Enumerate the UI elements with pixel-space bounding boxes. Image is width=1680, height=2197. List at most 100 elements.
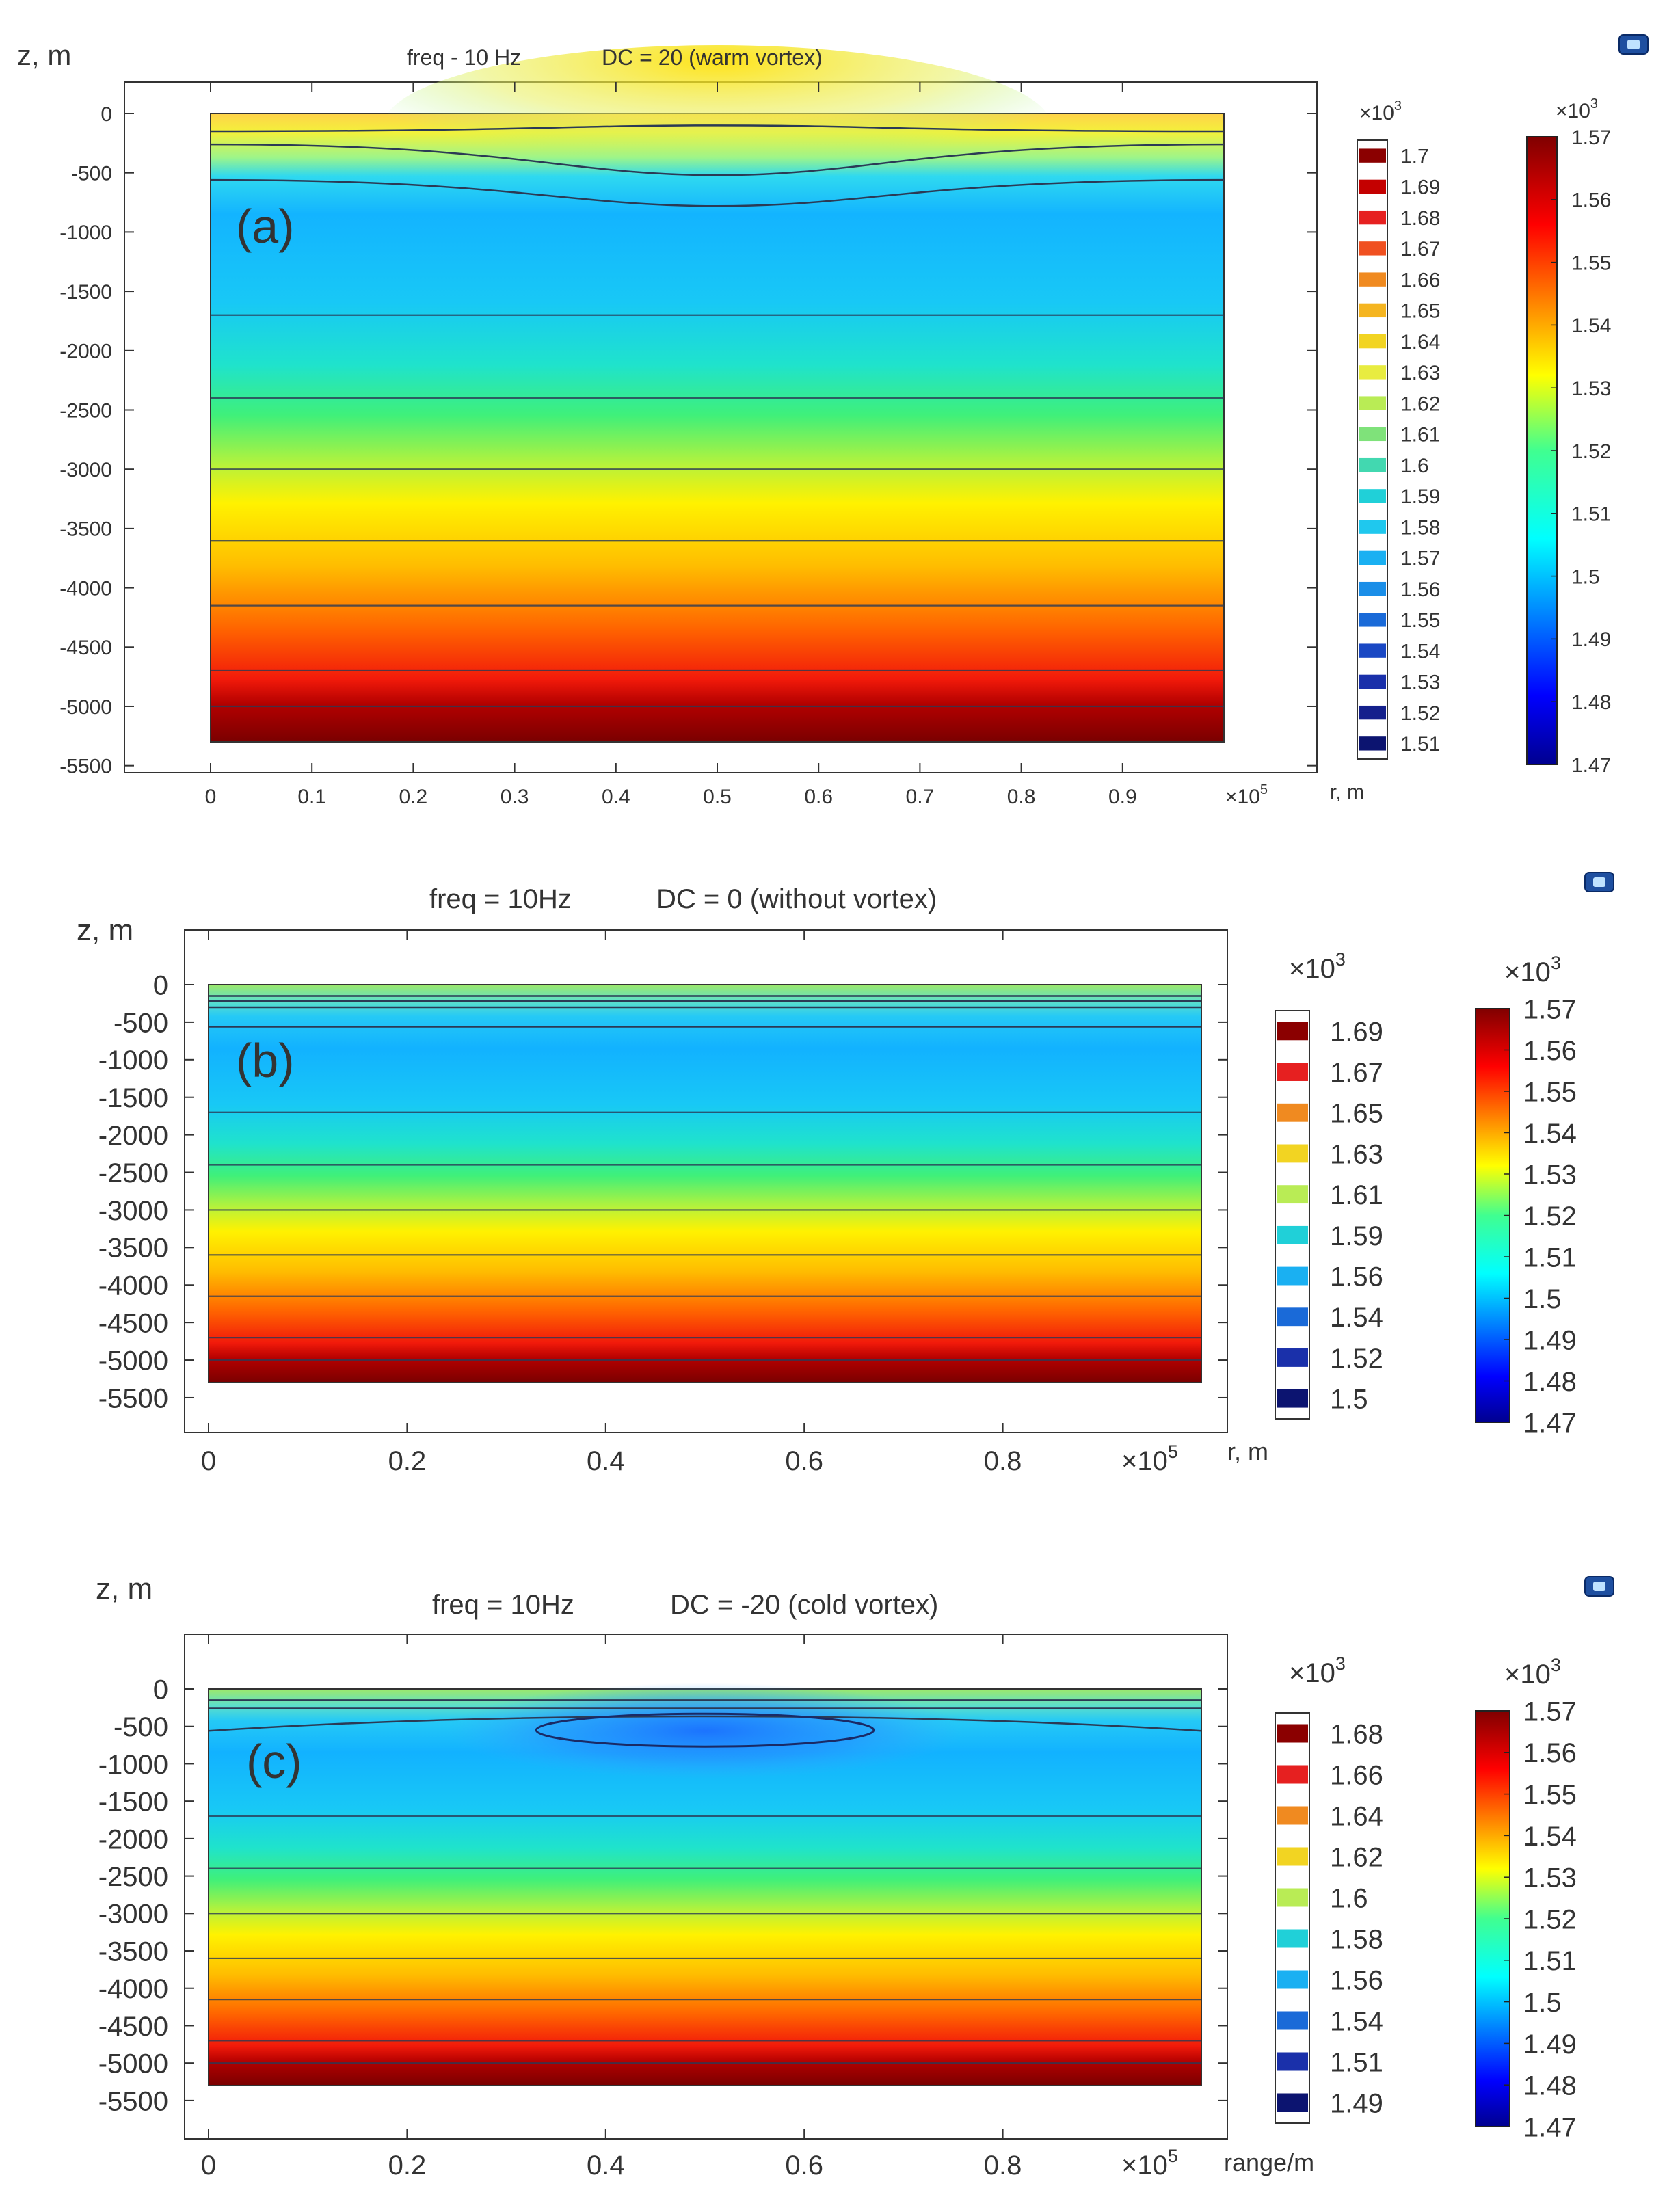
chart-title-dc: DC = 0 (without vortex) — [656, 884, 937, 914]
colorbar-label: 1.51 — [1571, 503, 1611, 526]
contour-legend-label: 1.62 — [1330, 1842, 1383, 1872]
contour-legend-label: 1.54 — [1400, 640, 1440, 663]
colorbar-label: 1.54 — [1571, 315, 1611, 337]
colorbar: ×103 1.57 1.56 1.55 1.54 1.53 1.52 1.51 1.5 1.49 1… — [1475, 953, 1577, 1438]
contour-legend-swatch — [1359, 736, 1386, 751]
contour-legend-exponent: ×103 — [1359, 98, 1402, 124]
x-tick-label: 0.4 — [602, 786, 630, 808]
contour-legend-label: 1.59 — [1400, 485, 1440, 508]
y-tick-label: -3500 — [98, 1936, 168, 1967]
contour-legend-swatch — [1277, 1724, 1308, 1743]
colorbar-label: 1.49 — [1523, 1325, 1577, 1355]
chart-title-dc: DC = -20 (cold vortex) — [670, 1590, 938, 1620]
contour-legend-label: 1.68 — [1400, 207, 1440, 230]
contour-legend-label: 1.55 — [1400, 609, 1440, 632]
contour-legend-label: 1.6 — [1330, 1883, 1368, 1913]
x-axis-label: range/m — [1224, 2148, 1314, 2176]
contour-legend-swatch — [1277, 1266, 1308, 1286]
contour-legend-swatch — [1277, 1103, 1308, 1122]
x-tick-label: 0.5 — [703, 786, 732, 808]
x-scale-factor: ×105 — [1121, 2146, 1178, 2181]
y-tick-label: 0 — [101, 103, 112, 126]
x-tick-label: 0.2 — [388, 2151, 427, 2181]
chart-title-frequency: freq = 10Hz — [432, 1590, 574, 1620]
contour-legend-label: 1.62 — [1400, 392, 1440, 415]
contour-legend: ×103 1.68 1.66 1.64 1.62 1.6 1.58 1.56 1.54 1.51 1… — [1275, 1653, 1383, 2124]
colorbar-label: 1.55 — [1523, 1780, 1577, 1810]
colorbar-label: 1.57 — [1523, 1696, 1577, 1727]
contour-legend-swatch — [1277, 1063, 1308, 1081]
contour-legend-swatch — [1359, 365, 1386, 380]
contour-legend-swatch — [1277, 1185, 1308, 1204]
contour-legend-label: 1.69 — [1330, 1017, 1383, 1047]
y-tick-label: -1000 — [98, 1750, 168, 1780]
contour-legend-swatch — [1277, 1970, 1308, 1989]
contour-legend-swatch — [1359, 520, 1386, 534]
colorbar-label: 1.54 — [1523, 1119, 1577, 1149]
y-tick-label: -1500 — [59, 281, 112, 304]
contour-legend-label: 1.56 — [1400, 578, 1440, 601]
y-tick-label: -1000 — [59, 222, 112, 244]
colorbar-label: 1.56 — [1523, 1036, 1577, 1066]
comsol-logo-icon — [1618, 34, 1649, 55]
contour-line — [535, 1712, 875, 1748]
colorbar-label: 1.48 — [1571, 691, 1611, 714]
comsol-logo-icon — [1584, 1576, 1614, 1597]
colorbar-exponent: ×103 — [1556, 96, 1598, 122]
contour-legend-swatch — [1359, 148, 1386, 163]
y-tick-label: 0 — [153, 970, 168, 1000]
colorbar-label: 1.52 — [1571, 440, 1611, 463]
x-tick-label: 0.8 — [984, 2151, 1022, 2181]
y-tick-label: -5000 — [59, 696, 112, 719]
contour-legend-swatch — [1277, 1225, 1308, 1244]
contour-legend-swatch — [1359, 427, 1386, 442]
contour-legend-label: 1.57 — [1400, 548, 1440, 570]
contour-line — [210, 143, 1225, 176]
colorbar-label: 1.48 — [1523, 1367, 1577, 1397]
contour-legend-swatch — [1277, 2011, 1308, 2030]
contour-legend-label: 1.58 — [1330, 1924, 1383, 1954]
colorbar-label: 1.5 — [1523, 1988, 1562, 2018]
chart-title-frequency: freq - 10 Hz — [407, 45, 521, 70]
colorbar-label: 1.54 — [1523, 1822, 1577, 1852]
x-tick-label: 0.6 — [804, 786, 833, 808]
y-tick-label: -5500 — [59, 755, 112, 777]
contour-legend-label: 1.58 — [1400, 516, 1440, 539]
contour-legend-swatch — [1277, 1348, 1308, 1367]
contour-legend-label: 1.65 — [1400, 300, 1440, 323]
y-tick-label: -4500 — [98, 1309, 168, 1339]
y-tick-label: -500 — [114, 1712, 168, 1742]
y-tick-label: -2000 — [98, 1824, 168, 1854]
contour-legend-swatch — [1359, 550, 1386, 565]
contour-legend-label: 1.56 — [1330, 1965, 1383, 1995]
warm-vortex-region — [382, 45, 1052, 209]
colorbar-label: 1.55 — [1571, 252, 1611, 274]
contour-line — [210, 124, 1225, 133]
contour-legend-swatch — [1277, 1144, 1308, 1163]
x-tick-label: 0.8 — [1007, 786, 1036, 808]
panel-label: (b) — [236, 1034, 295, 1087]
contour-legend-label: 1.63 — [1400, 362, 1440, 384]
y-tick-label: -2000 — [59, 341, 112, 363]
y-tick-label: -3500 — [59, 518, 112, 541]
contour-legend-swatch — [1277, 2093, 1308, 2112]
contour-legend-label: 1.66 — [1330, 1760, 1383, 1790]
y-tick-label: -5000 — [98, 1346, 168, 1376]
colorbar-label: 1.48 — [1523, 2071, 1577, 2101]
y-tick-label: -3500 — [98, 1234, 168, 1264]
y-tick-label: 0 — [153, 1675, 168, 1705]
x-tick-label: 0.9 — [1108, 786, 1137, 808]
x-tick-label: 0.7 — [906, 786, 935, 808]
contour-legend-swatch — [1359, 705, 1386, 720]
chart-title-frequency: freq = 10Hz — [429, 884, 572, 914]
contour-legend-label: 1.54 — [1330, 2006, 1383, 2036]
contour-legend: ×103 1.7 1.69 1.68 1.67 1.66 1.65 1.64 1.63 1.62 1… — [1357, 98, 1440, 760]
contour-legend-exponent: ×103 — [1289, 949, 1346, 984]
colorbar-label: 1.52 — [1523, 1904, 1577, 1934]
x-scale-factor: ×105 — [1225, 782, 1268, 808]
contour-legend-label: 1.53 — [1400, 671, 1440, 694]
colorbar-exponent: ×103 — [1504, 953, 1561, 987]
y-axis-label: z, m — [77, 914, 133, 947]
contour-legend-label: 1.52 — [1330, 1344, 1383, 1374]
contour-legend-swatch — [1359, 613, 1386, 627]
